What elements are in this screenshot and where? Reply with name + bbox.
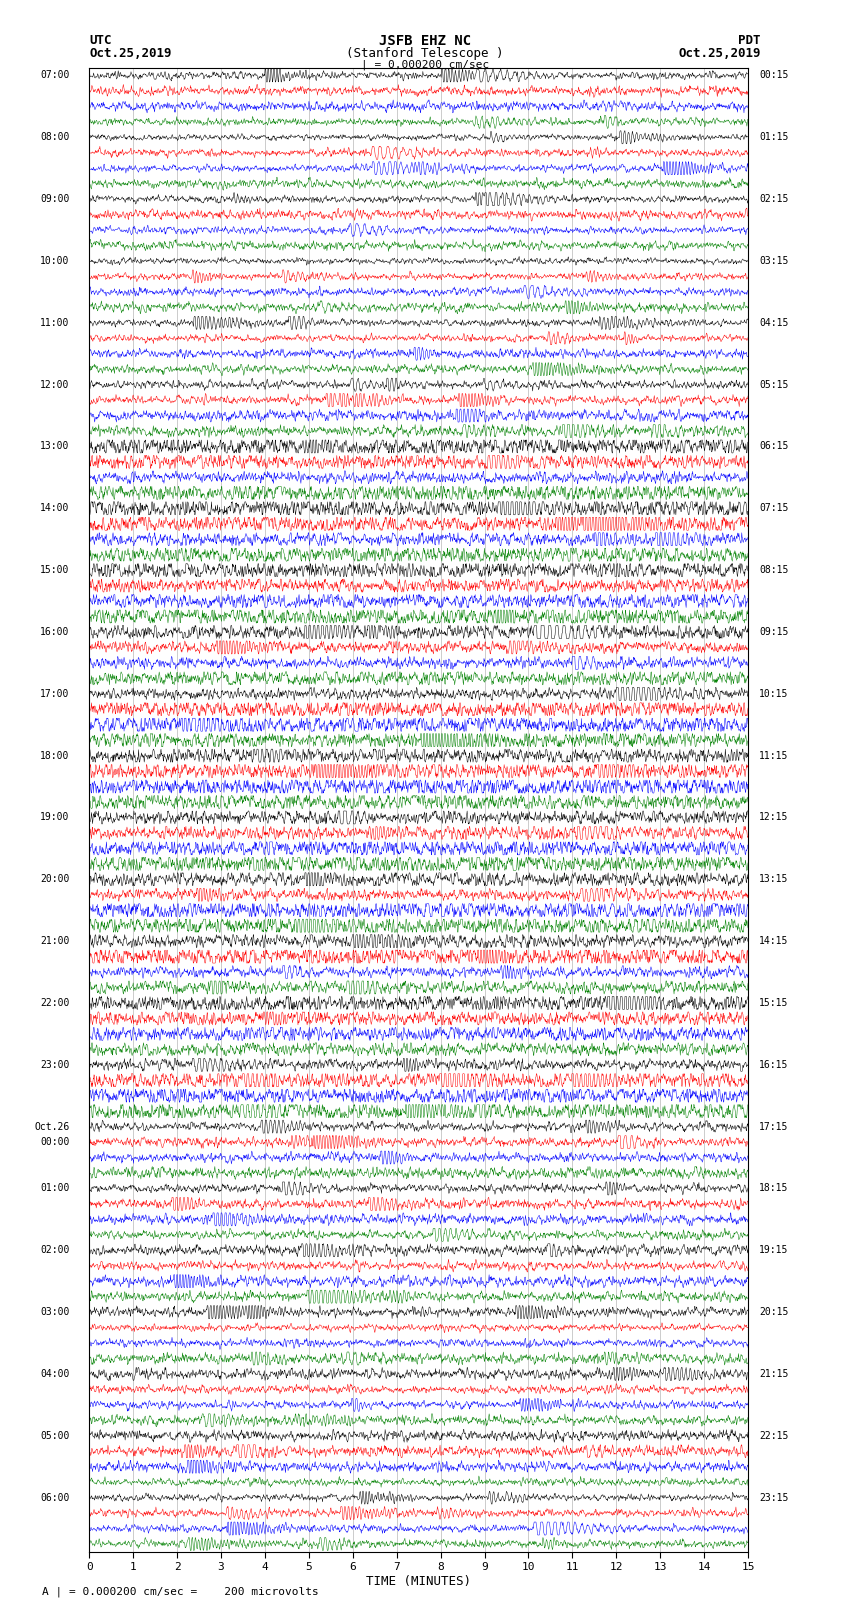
Text: Oct.25,2019: Oct.25,2019 (678, 47, 761, 60)
Text: 21:15: 21:15 (759, 1369, 788, 1379)
Text: 09:15: 09:15 (759, 627, 788, 637)
Text: 02:15: 02:15 (759, 194, 788, 205)
Text: 10:00: 10:00 (40, 256, 70, 266)
Text: 04:00: 04:00 (40, 1369, 70, 1379)
Text: Oct.26: Oct.26 (34, 1121, 70, 1132)
Text: 04:15: 04:15 (759, 318, 788, 327)
Text: 23:00: 23:00 (40, 1060, 70, 1069)
Text: 00:15: 00:15 (759, 71, 788, 81)
Text: 22:00: 22:00 (40, 998, 70, 1008)
Text: 17:15: 17:15 (759, 1121, 788, 1132)
Text: 12:00: 12:00 (40, 379, 70, 390)
Text: 05:00: 05:00 (40, 1431, 70, 1440)
Text: 17:00: 17:00 (40, 689, 70, 698)
Text: 13:00: 13:00 (40, 442, 70, 452)
Text: | = 0.000200 cm/sec: | = 0.000200 cm/sec (361, 60, 489, 71)
Text: 15:15: 15:15 (759, 998, 788, 1008)
Text: 15:00: 15:00 (40, 565, 70, 576)
Text: Oct.25,2019: Oct.25,2019 (89, 47, 172, 60)
Text: 09:00: 09:00 (40, 194, 70, 205)
Text: 21:00: 21:00 (40, 936, 70, 947)
Text: 14:15: 14:15 (759, 936, 788, 947)
Text: 08:00: 08:00 (40, 132, 70, 142)
Text: UTC: UTC (89, 34, 111, 47)
Text: 07:15: 07:15 (759, 503, 788, 513)
Text: 06:15: 06:15 (759, 442, 788, 452)
Text: JSFB EHZ NC: JSFB EHZ NC (379, 34, 471, 48)
Text: 01:15: 01:15 (759, 132, 788, 142)
Text: 16:15: 16:15 (759, 1060, 788, 1069)
Text: 00:00: 00:00 (40, 1137, 70, 1147)
Text: 10:15: 10:15 (759, 689, 788, 698)
Text: 23:15: 23:15 (759, 1492, 788, 1503)
Text: 02:00: 02:00 (40, 1245, 70, 1255)
Text: A | = 0.000200 cm/sec =    200 microvolts: A | = 0.000200 cm/sec = 200 microvolts (42, 1586, 320, 1597)
Text: 19:00: 19:00 (40, 813, 70, 823)
Text: 12:15: 12:15 (759, 813, 788, 823)
X-axis label: TIME (MINUTES): TIME (MINUTES) (366, 1574, 471, 1587)
Text: 06:00: 06:00 (40, 1492, 70, 1503)
Text: 08:15: 08:15 (759, 565, 788, 576)
Text: 14:00: 14:00 (40, 503, 70, 513)
Text: 11:15: 11:15 (759, 750, 788, 761)
Text: 20:15: 20:15 (759, 1307, 788, 1318)
Text: 03:00: 03:00 (40, 1307, 70, 1318)
Text: 13:15: 13:15 (759, 874, 788, 884)
Text: 11:00: 11:00 (40, 318, 70, 327)
Text: 07:00: 07:00 (40, 71, 70, 81)
Text: 20:00: 20:00 (40, 874, 70, 884)
Text: 22:15: 22:15 (759, 1431, 788, 1440)
Text: 01:00: 01:00 (40, 1184, 70, 1194)
Text: PDT: PDT (739, 34, 761, 47)
Text: 05:15: 05:15 (759, 379, 788, 390)
Text: 18:00: 18:00 (40, 750, 70, 761)
Text: (Stanford Telescope ): (Stanford Telescope ) (346, 47, 504, 60)
Text: 03:15: 03:15 (759, 256, 788, 266)
Text: 18:15: 18:15 (759, 1184, 788, 1194)
Text: 16:00: 16:00 (40, 627, 70, 637)
Text: 19:15: 19:15 (759, 1245, 788, 1255)
